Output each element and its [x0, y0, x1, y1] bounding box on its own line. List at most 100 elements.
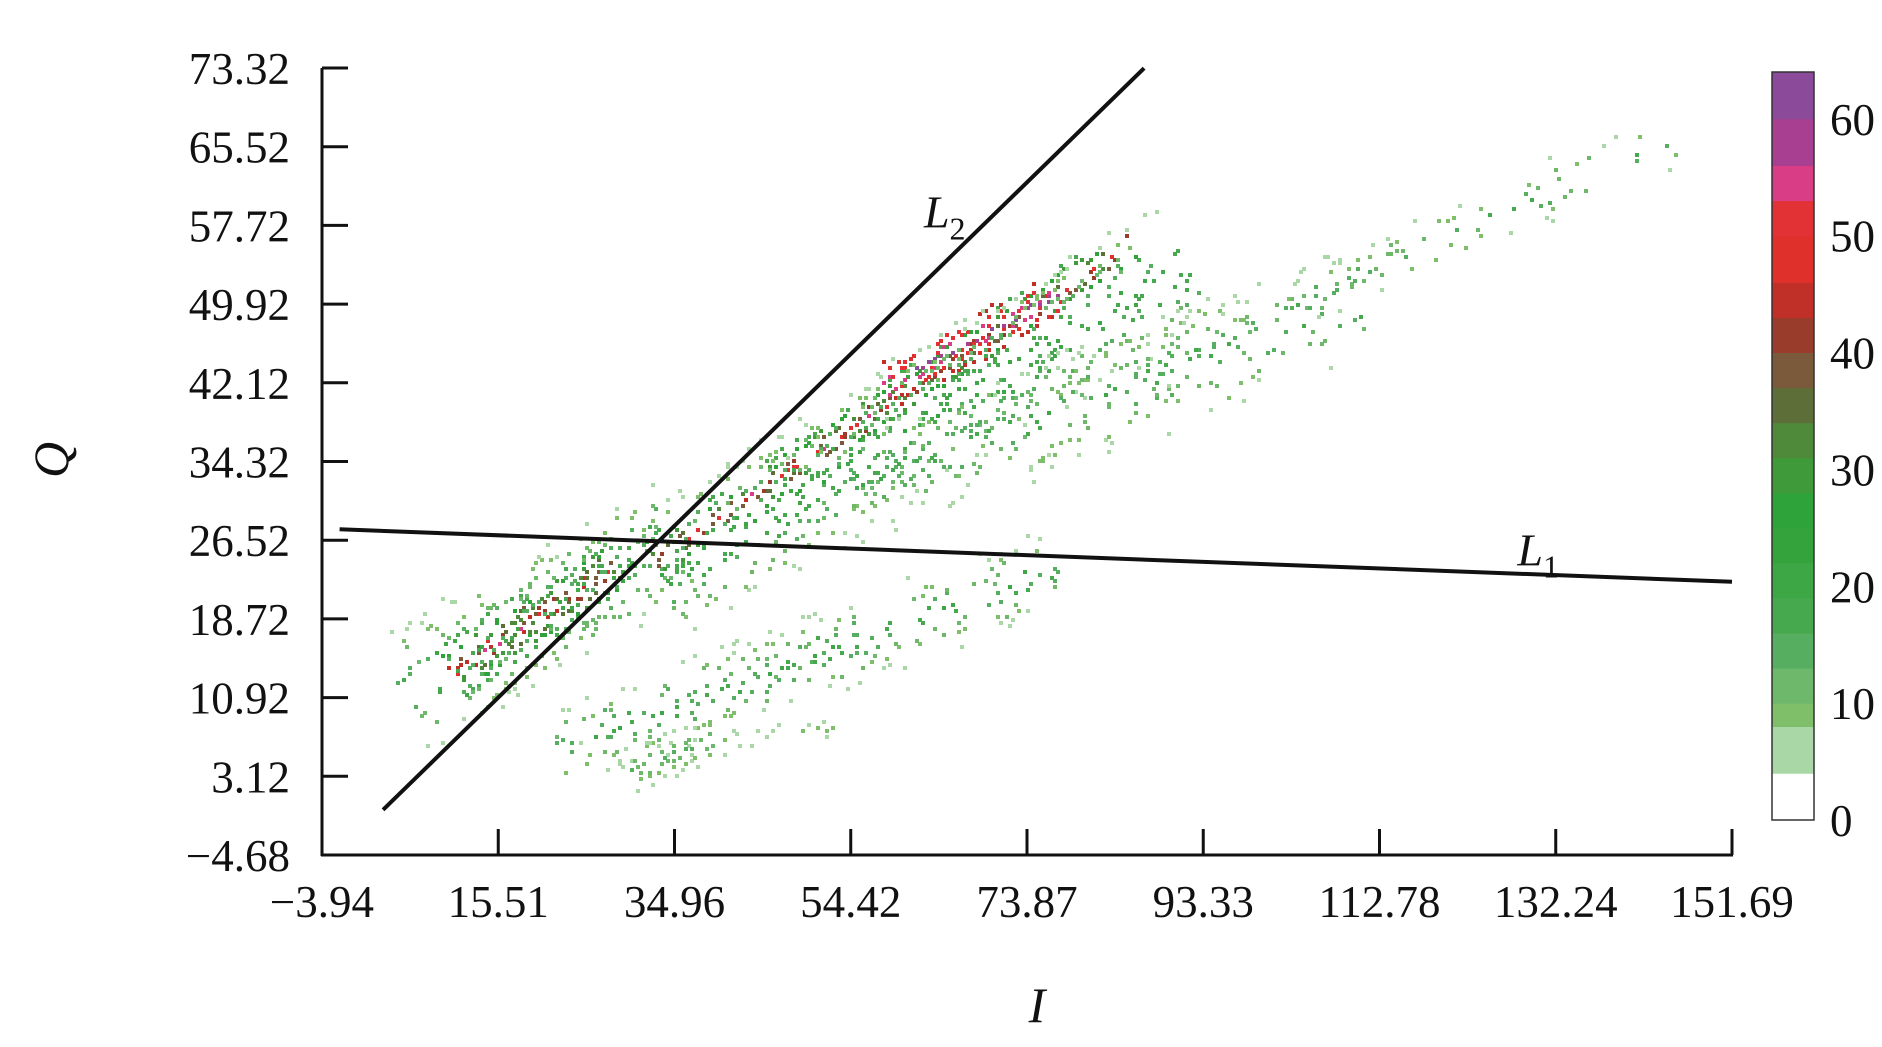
density-cell: [1290, 306, 1294, 310]
density-cell: [1053, 579, 1057, 583]
density-cell: [438, 690, 442, 694]
density-cell: [933, 372, 937, 376]
density-cell: [672, 606, 676, 610]
density-cell: [405, 627, 409, 631]
density-cell: [759, 465, 763, 469]
density-cell: [1128, 246, 1132, 250]
density-cell: [828, 684, 832, 688]
density-cell: [660, 573, 664, 577]
density-cell: [933, 459, 937, 463]
density-cell: [825, 468, 829, 472]
density-cell: [852, 621, 856, 625]
density-cell: [963, 360, 967, 364]
density-cell: [1188, 357, 1192, 361]
density-cell: [1134, 360, 1138, 364]
density-cell: [519, 609, 523, 613]
density-cell: [1026, 294, 1030, 298]
density-cell: [906, 375, 910, 379]
density-cell: [723, 522, 727, 526]
density-cell: [1089, 270, 1093, 274]
density-cell: [531, 567, 535, 571]
density-cell: [1161, 315, 1165, 319]
density-cell: [543, 627, 547, 631]
density-cell: [963, 318, 967, 322]
density-cell: [804, 438, 808, 442]
density-cell: [1338, 261, 1342, 265]
density-cell: [960, 372, 964, 376]
density-cell: [969, 435, 973, 439]
density-cell: [1098, 246, 1102, 250]
density-cell: [675, 567, 679, 571]
density-cell: [960, 645, 964, 649]
density-cell: [666, 759, 670, 763]
density-cell: [465, 660, 469, 664]
density-cell: [477, 651, 481, 655]
density-cell: [582, 558, 586, 562]
density-cell: [1050, 444, 1054, 448]
density-cell: [777, 534, 781, 538]
density-cell: [1011, 441, 1015, 445]
density-cell: [840, 408, 844, 412]
density-cell: [1380, 288, 1384, 292]
density-cell: [1053, 354, 1057, 358]
density-cell: [525, 675, 529, 679]
colorbar-level: [1772, 118, 1814, 166]
density-cell: [672, 600, 676, 604]
density-cell: [924, 378, 928, 382]
density-cell: [849, 459, 853, 463]
density-cell: [918, 456, 922, 460]
density-cell: [876, 480, 880, 484]
density-cell: [1302, 294, 1306, 298]
density-cell: [957, 411, 961, 415]
density-cell: [873, 492, 877, 496]
density-cell: [966, 351, 970, 355]
density-cell: [1245, 300, 1249, 304]
density-cell: [1098, 279, 1102, 283]
density-cell: [843, 531, 847, 535]
density-cell: [759, 456, 763, 460]
density-cell: [855, 651, 859, 655]
density-cell: [678, 582, 682, 586]
density-cell: [612, 615, 616, 619]
density-cell: [1170, 333, 1174, 337]
density-cell: [852, 435, 856, 439]
density-cell: [1050, 387, 1054, 391]
density-cell: [1107, 231, 1111, 235]
density-cell: [1002, 378, 1006, 382]
density-cell: [1434, 258, 1438, 262]
density-cell: [555, 609, 559, 613]
density-cell: [597, 555, 601, 559]
density-cell: [555, 597, 559, 601]
density-cell: [912, 402, 916, 406]
density-cell: [825, 507, 829, 511]
density-cell: [999, 333, 1003, 337]
density-cell: [1086, 303, 1090, 307]
density-cell: [603, 579, 607, 583]
density-cell: [1047, 315, 1051, 319]
density-cell: [1104, 354, 1108, 358]
density-cell: [723, 552, 727, 556]
density-cell: [612, 729, 616, 733]
density-cell: [486, 678, 490, 682]
density-cell: [687, 543, 691, 547]
density-cell: [1212, 345, 1216, 349]
density-cell: [876, 393, 880, 397]
density-cell: [990, 426, 994, 430]
density-cell: [783, 561, 787, 565]
density-cell: [1437, 219, 1441, 223]
density-cell: [489, 645, 493, 649]
density-cell: [585, 651, 589, 655]
density-cell: [711, 528, 715, 532]
density-cell: [1176, 300, 1180, 304]
density-cell: [1059, 300, 1063, 304]
density-cell: [885, 417, 889, 421]
density-cell: [1194, 348, 1198, 352]
density-cell: [870, 480, 874, 484]
density-cell: [1422, 237, 1426, 241]
density-cell: [636, 765, 640, 769]
density-cell: [603, 708, 607, 712]
density-cell: [978, 423, 982, 427]
density-cell: [876, 372, 880, 376]
density-cell: [885, 657, 889, 661]
density-cell: [501, 636, 505, 640]
